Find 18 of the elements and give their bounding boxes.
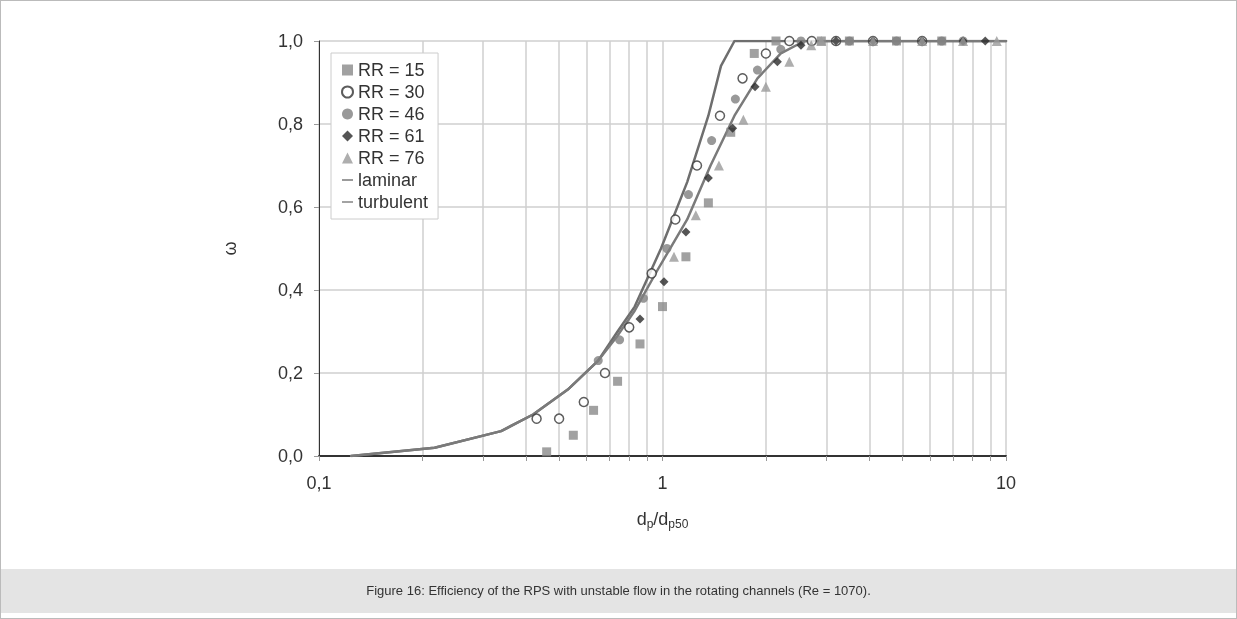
y-tick-label: 0,2 [277, 363, 303, 383]
y-tick-label: 0,4 [277, 280, 303, 300]
y-tick-label: 0,6 [277, 197, 303, 217]
x-tick-label: 0,1 [306, 473, 332, 493]
x-tick-label: 1 [657, 473, 668, 493]
legend-label: RR = 61 [358, 126, 425, 146]
legend-label: turbulent [358, 192, 429, 212]
legend-label: laminar [358, 170, 418, 190]
y-tick-label: 0,0 [277, 446, 303, 466]
y-tick-label: 0,8 [277, 114, 303, 134]
x-tick-label: 10 [995, 473, 1017, 493]
y-axis-title: ω [220, 241, 240, 256]
legend-label: RR = 46 [358, 104, 425, 124]
legend-label: RR = 15 [358, 60, 425, 80]
legend-label: RR = 30 [358, 82, 425, 102]
y-tick-label: 1,0 [277, 31, 303, 51]
legend-label: RR = 76 [358, 148, 425, 168]
caption: Figure 16: Efficiency of the RPS with unstable flow in the rotating channels (Re = 1070). [1, 569, 1236, 613]
